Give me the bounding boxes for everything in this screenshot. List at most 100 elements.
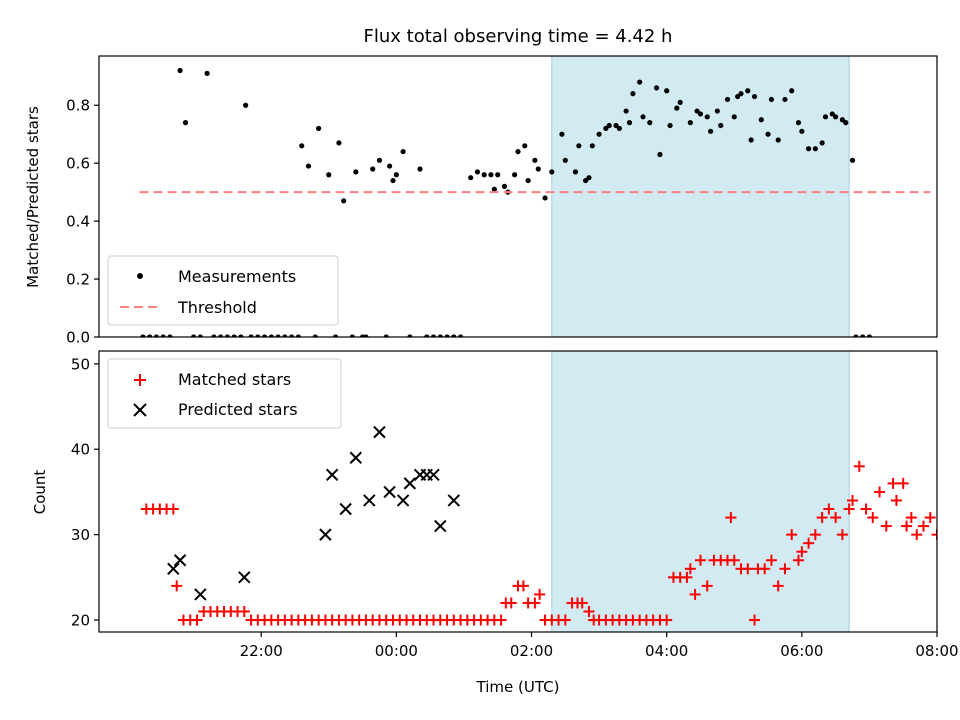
measurement-point (224, 334, 231, 337)
measurement-point (312, 334, 318, 337)
matched-star-point (583, 606, 595, 618)
matched-star-point (816, 512, 828, 524)
measurement-point (751, 93, 758, 100)
measurement-point (839, 117, 845, 123)
measurement-point (572, 169, 579, 175)
matched-star-point (661, 614, 673, 626)
legend-label-threshold: Threshold (177, 298, 257, 317)
measurement-point (626, 120, 633, 126)
measurement-point (468, 175, 474, 181)
matched-star-point (897, 477, 909, 489)
ylabel-bottom: Count (31, 470, 49, 515)
matched-star-point (694, 554, 706, 566)
measurement-point (843, 120, 849, 126)
matched-star-point (689, 588, 701, 600)
measurement-point (295, 334, 301, 337)
matched-star-point (534, 588, 546, 600)
bottom-xtick-label: 08:00 (915, 642, 958, 660)
measurement-point (812, 146, 818, 152)
measurement-point (400, 148, 406, 155)
measurement-point (606, 122, 612, 129)
matched-star-point (728, 554, 740, 566)
measurement-point (853, 334, 859, 337)
legend-box-top (107, 255, 339, 326)
legend-marker-measurements (137, 273, 143, 279)
measurement-point (640, 114, 646, 120)
matched-star-point (505, 597, 517, 609)
measurement-point (451, 334, 457, 337)
measurement-point (822, 114, 829, 120)
matched-star-point (924, 512, 936, 524)
matched-star-point (890, 494, 902, 506)
measurement-point (613, 122, 619, 129)
measurement-point (522, 143, 528, 149)
measurement-point (407, 334, 413, 337)
legend-top: Measurements Threshold (107, 255, 339, 326)
measurement-point (708, 128, 714, 134)
measurement-point (363, 334, 369, 337)
bottom-xtick-label: 00:00 (375, 642, 418, 660)
chart-title: Flux total observing time = 4.42 h (364, 26, 673, 47)
measurement-point (714, 108, 720, 114)
measurement-point (687, 120, 693, 126)
measurement-point (718, 122, 724, 129)
measurement-point (393, 172, 399, 178)
matched-star-point (860, 503, 872, 515)
matched-star-point (905, 512, 917, 524)
measurement-point (849, 157, 856, 163)
measurement-point (512, 172, 518, 178)
measurement-point (305, 163, 312, 169)
measurement-point (191, 334, 197, 337)
measurement-point (653, 85, 660, 91)
bottom-xtick-label: 22:00 (240, 642, 283, 660)
bottom-xtick-label: 04:00 (645, 642, 688, 660)
measurement-point (829, 111, 835, 117)
measurement-point (697, 111, 704, 117)
measurement-point (204, 70, 210, 76)
measurement-point (474, 169, 481, 175)
measurement-point (248, 334, 254, 337)
measurement-point (603, 125, 609, 132)
measurement-point (376, 157, 383, 163)
legend-label-measurements: Measurements (178, 267, 296, 286)
matched-star-point (684, 563, 696, 575)
legend-label-predicted: Predicted stars (178, 400, 298, 419)
measurement-point (562, 157, 568, 163)
measurement-point (231, 334, 237, 337)
measurement-point (657, 151, 663, 158)
matched-star-point (238, 606, 250, 618)
axes-frame-bottom (98, 350, 938, 633)
measurement-point (243, 102, 249, 108)
matched-star-point (742, 563, 754, 575)
bottom-ytick-label: 30 (71, 526, 90, 544)
axes-frame-top (98, 55, 938, 338)
matched-star-point (701, 580, 713, 592)
matched-star-point (725, 512, 737, 524)
measurement-point (349, 334, 356, 337)
top-ytick-label: 0.0 (66, 329, 90, 347)
legend-bottom: Matched stars Predicted stars (107, 358, 342, 429)
matched-star-point (931, 529, 937, 541)
measurement-point (765, 131, 771, 137)
measurement-point (370, 166, 376, 172)
measurement-point (542, 195, 548, 201)
bottom-xtick-label: 02:00 (510, 642, 553, 660)
matched-star-point (517, 580, 529, 592)
predicted-star-point (325, 468, 339, 482)
top-ytick-label: 0.4 (66, 213, 90, 231)
matched-star-point (911, 529, 923, 541)
top-ytick-label: 0.8 (66, 97, 90, 115)
predicted-star-point (349, 451, 363, 464)
matched-star-point (779, 563, 791, 575)
matched-star-point (559, 614, 571, 626)
measurement-point (748, 137, 754, 143)
measurement-point (596, 131, 602, 137)
measurement-point (326, 172, 332, 178)
measurement-point (268, 334, 274, 337)
measurement-point (437, 334, 443, 337)
matched-star-point (772, 580, 784, 592)
measurement-point (140, 334, 146, 337)
measurement-point (430, 334, 437, 337)
measurement-point (238, 334, 244, 337)
